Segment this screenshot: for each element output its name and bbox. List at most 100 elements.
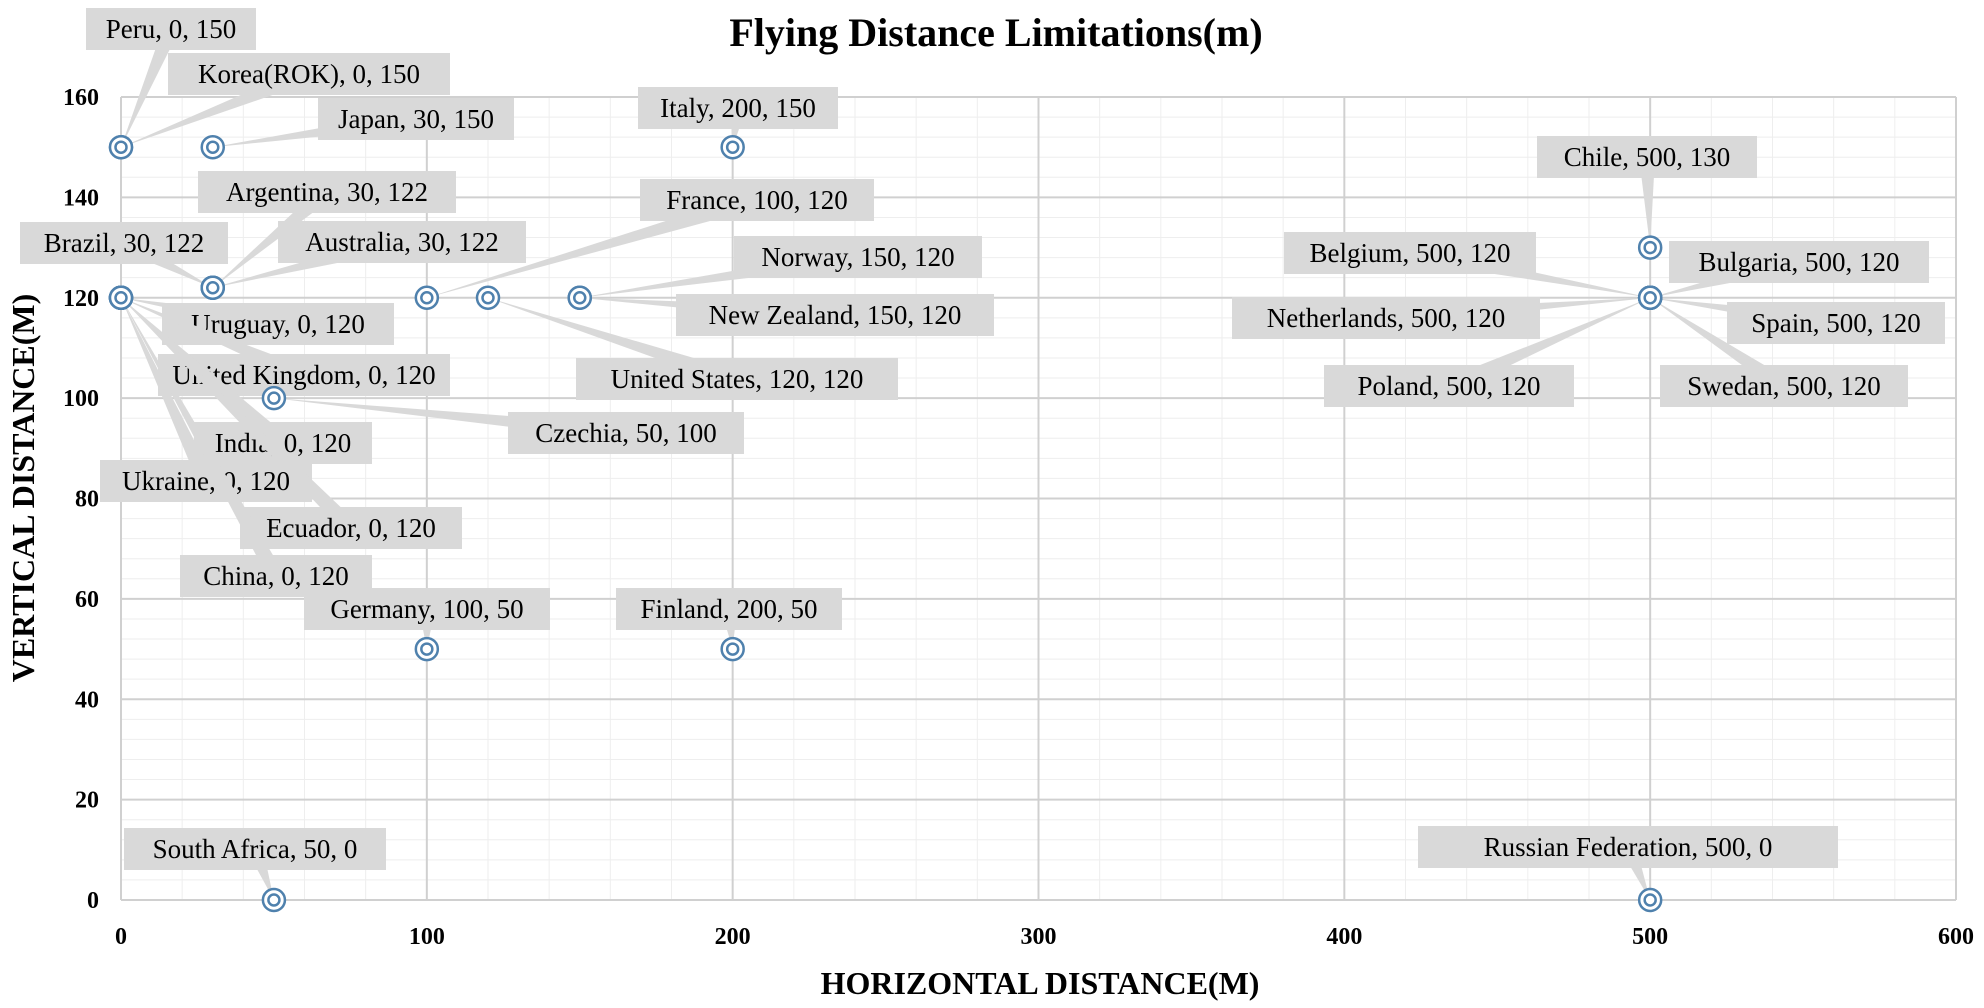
callout-box — [86, 8, 256, 50]
callout-box — [1284, 232, 1536, 274]
callout-box — [278, 221, 526, 263]
y-tick-label: 120 — [63, 286, 99, 312]
data-point-inner-ring — [573, 291, 587, 305]
callout-box — [676, 294, 994, 336]
callout-box — [198, 171, 456, 213]
data-point-outer-ring — [200, 275, 225, 300]
data-point-inner-ring — [481, 291, 495, 305]
data-point-outer-ring — [414, 636, 440, 662]
data-label: Czechia, 50, 100 — [535, 418, 716, 448]
data-label: France, 100, 120 — [666, 185, 847, 215]
data-label: Spain, 500, 120 — [1751, 308, 1921, 338]
callout-box — [162, 303, 394, 345]
callout-box — [20, 222, 228, 264]
callout-box — [318, 98, 514, 140]
data-point-outer-ring — [261, 887, 287, 913]
x-axis-title: HORIZONTAL DISTANCE(M) — [821, 965, 1260, 1001]
data-label: Uruguay, 0, 120 — [191, 309, 365, 339]
callout-pointer — [121, 297, 283, 580]
data-point-outer-ring — [200, 134, 225, 160]
axis-tick-labels: 0 100 200 300 400 500 600 0 20 40 60 80 100 120 140 160 — [63, 85, 1974, 950]
data-point-inner-ring — [267, 893, 281, 907]
data-label: Finland, 200, 50 — [640, 594, 817, 624]
data-label-callouts: Peru, 0, 150 Korea(ROK), 0, 150 Japan, 30,… — [20, 8, 1945, 900]
callout-pointer — [121, 25, 179, 148]
data-point-outer-ring — [1637, 235, 1663, 260]
data-label: South Africa, 50, 0 — [153, 834, 358, 864]
callout-box — [1537, 136, 1757, 178]
y-tick-label: 20 — [75, 788, 99, 814]
data-label: Netherlands, 500, 120 — [1267, 303, 1505, 333]
data-point-outer-ring — [108, 134, 134, 160]
chart-title: Flying Distance Limitations(m) — [729, 10, 1262, 55]
callout-box — [124, 828, 386, 870]
data-label: Italy, 200, 150 — [660, 93, 816, 123]
data-point-inner-ring — [114, 140, 128, 154]
data-points — [108, 134, 1663, 913]
callout-box — [638, 87, 838, 129]
x-tick-label: 200 — [715, 924, 751, 950]
callout-box — [1418, 826, 1838, 868]
callout-pointer — [1639, 156, 1655, 248]
data-point-inner-ring — [725, 140, 740, 154]
data-point-inner-ring — [1643, 291, 1657, 305]
data-label: Russian Federation, 500, 0 — [1484, 832, 1773, 862]
y-tick-label: 0 — [87, 888, 99, 914]
data-label: Korea(ROK), 0, 150 — [198, 59, 420, 89]
y-tick-label: 100 — [63, 386, 99, 412]
callout-pointer — [121, 297, 289, 449]
callout-box — [100, 460, 312, 502]
data-label: Swedan, 500, 120 — [1687, 371, 1880, 401]
data-point-inner-ring — [1643, 893, 1657, 907]
data-label: Australia, 30, 122 — [305, 227, 498, 257]
callout-box — [168, 53, 450, 95]
data-point-inner-ring — [267, 391, 281, 405]
x-tick-label: 0 — [115, 924, 127, 950]
data-point-outer-ring — [261, 385, 287, 411]
y-axis-title: VERTICAL DISTANCE(M) — [5, 294, 41, 683]
data-label: New Zealand, 150, 120 — [709, 300, 962, 330]
x-tick-label: 300 — [1021, 924, 1057, 950]
data-label: Argentina, 30, 122 — [226, 177, 428, 207]
data-point-outer-ring — [567, 285, 592, 310]
data-label: Norway, 150, 120 — [761, 242, 954, 272]
data-point-inner-ring — [420, 291, 434, 305]
data-point-inner-ring — [725, 642, 740, 656]
callout-pointer — [121, 297, 357, 534]
data-point-outer-ring — [720, 134, 745, 160]
data-point-outer-ring — [1637, 887, 1663, 913]
callout-box — [1727, 302, 1945, 344]
data-label: Poland, 500, 120 — [1357, 371, 1540, 401]
y-tick-label: 80 — [75, 487, 99, 513]
y-tick-label: 160 — [63, 85, 99, 111]
x-tick-label: 100 — [409, 924, 445, 950]
y-tick-label: 40 — [75, 687, 99, 713]
callout-box — [640, 179, 874, 221]
data-point-outer-ring — [475, 285, 501, 310]
callout-box — [304, 588, 550, 630]
y-tick-label: 140 — [63, 185, 99, 211]
callout-pointer — [121, 297, 214, 485]
data-label: Japan, 30, 150 — [338, 104, 494, 134]
data-point-outer-ring — [720, 636, 745, 662]
callout-box — [1660, 365, 1908, 407]
data-point-outer-ring — [1637, 285, 1663, 310]
data-point-inner-ring — [206, 140, 220, 154]
data-point-inner-ring — [114, 291, 128, 305]
data-point-inner-ring — [206, 280, 220, 295]
data-label: Germany, 100, 50 — [330, 594, 523, 624]
callout-box — [616, 588, 842, 630]
callout-box — [1232, 297, 1540, 339]
data-label: Bulgaria, 500, 120 — [1699, 247, 1900, 277]
data-label: United States, 120, 120 — [611, 364, 864, 394]
callout-box — [508, 412, 744, 454]
data-label: Ukraine, 0, 120 — [122, 466, 290, 496]
data-point-inner-ring — [1643, 240, 1657, 255]
callout-box — [576, 358, 898, 400]
callout-box — [1669, 241, 1929, 283]
data-label: China, 0, 120 — [203, 561, 349, 591]
callout-box — [734, 236, 982, 278]
x-tick-label: 600 — [1938, 924, 1974, 950]
data-label: Chile, 500, 130 — [1564, 142, 1731, 172]
